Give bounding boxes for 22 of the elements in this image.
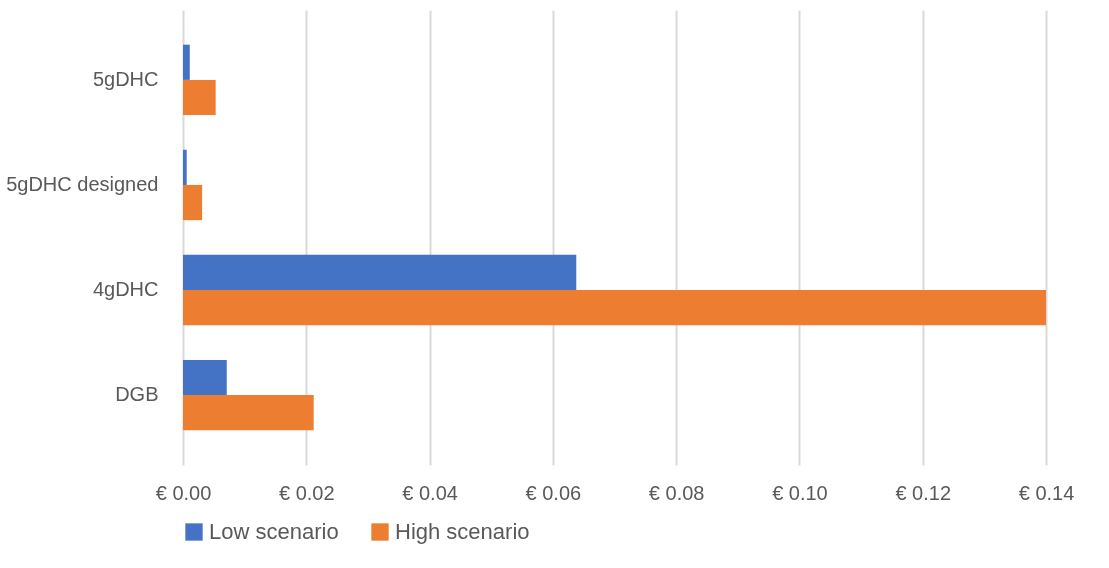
bar [183,44,190,80]
bar [183,290,1046,326]
legend-label: Low scenario [209,519,339,544]
x-tick-label: € 0.10 [772,481,828,504]
x-tick-label: € 0.12 [895,481,952,504]
y-tick-label: 4gDHC [92,278,159,301]
bar [183,184,203,221]
x-tick-label: € 0.04 [402,481,458,504]
bar [183,395,314,431]
x-tick-label: € 0.14 [1018,481,1075,504]
bar [183,79,216,116]
bar [183,254,577,291]
bar [183,149,187,185]
x-tick-label: € 0.00 [155,481,212,504]
legend-label: High scenario [395,519,530,544]
y-tick-label: 5gDHC designed [6,172,159,195]
y-tick-label: 5gDHC [92,67,159,90]
x-tick-label: € 0.06 [525,481,582,504]
y-tick-label: DGB [115,383,159,406]
x-tick-label: € 0.08 [648,481,705,504]
bar [183,359,227,396]
x-tick-label: € 0.02 [278,481,335,504]
